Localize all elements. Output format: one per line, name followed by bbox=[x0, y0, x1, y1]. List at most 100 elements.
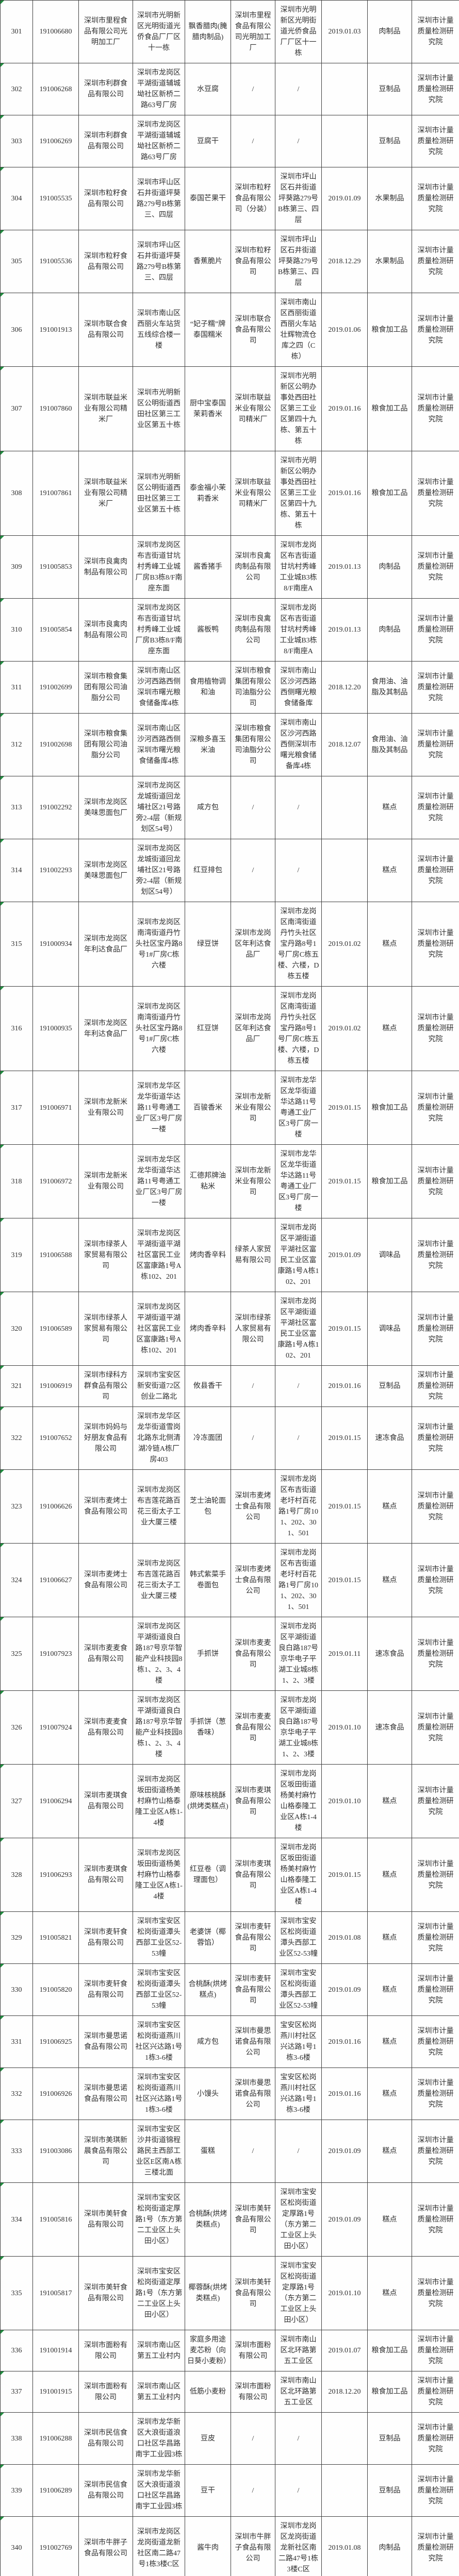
sample-id-cell: 191006588 bbox=[32, 1218, 79, 1292]
food-category-cell: 肉制品 bbox=[367, 598, 412, 662]
cell-text: 191002769 bbox=[39, 2544, 72, 2552]
row-number: 301 bbox=[11, 28, 22, 36]
row-number: 330 bbox=[11, 1986, 22, 1994]
producer-name-cell: 深圳市良禽肉制品有限公司 bbox=[78, 535, 133, 599]
sampling-date-cell bbox=[321, 63, 368, 115]
cell-text: 酱香猪手 bbox=[193, 563, 222, 571]
producer-address-cell: 深圳市南山区第五工业村内 bbox=[133, 2330, 185, 2371]
cell-text: 芝士油轮面包 bbox=[190, 1497, 226, 1516]
seq-cell: 309 bbox=[0, 535, 33, 599]
cell-text: 深圳市龙岗区平湖街道平湖社区富民工业区富康路1号A栋102、201 bbox=[277, 1298, 319, 1360]
food-category-cell: 糕点 bbox=[367, 2067, 412, 2120]
producer-address-cell: 深圳市龙岗区布吉莲花路百花三街太子工业大厦三楼 bbox=[133, 1469, 185, 1544]
excel-flag-icon bbox=[1, 599, 4, 602]
sampled-unit-address-cell: 深圳市龙岗区平湖街道良白路187号京华电子平湖工业城8栋1、2、3楼 bbox=[275, 1617, 322, 1691]
cell-text: 粮食加工品 bbox=[371, 2347, 408, 2354]
producer-name-cell: 深圳市粮食集团有限公司油脂分公司 bbox=[78, 713, 133, 776]
cell-text: 深圳市计量质量检测研究院 bbox=[417, 247, 454, 276]
cell-text: 红豆卷（调理面包） bbox=[190, 1866, 226, 1884]
cell-text: 糕点 bbox=[382, 1934, 397, 1942]
producer-name-cell: 深圳市绿科方群食品有限公司 bbox=[78, 1365, 133, 1407]
cell-text: 速冻食品 bbox=[375, 1650, 404, 1658]
sampled-unit-address-cell: 深圳市龙岗区平湖街道平湖社区富民工业区富康路1号A栋102、201 bbox=[275, 1218, 322, 1292]
cell-text: 2019.01.09 bbox=[328, 2215, 361, 2224]
cell-text: 2019.01.15 bbox=[328, 1871, 361, 1879]
cell-text: 豆制品 bbox=[379, 137, 401, 145]
seq-cell: 321 bbox=[0, 1365, 33, 1407]
testing-agency-cell: 深圳市计量质量检测研究院 bbox=[412, 1617, 459, 1691]
sample-id-cell: 191006294 bbox=[32, 1764, 79, 1838]
producer-name-cell: 深圳市牛胖子食品有限公司 bbox=[78, 2516, 133, 2576]
sampled-unit-address-cell: 深圳市龙岗区南湾街道丹竹头社区宝丹路8号1号厂房C栋五楼、六楼，D栋五楼 bbox=[275, 986, 322, 1071]
cell-text: 深圳市龙岗区坂田街道杨美村麻竹山格泰隆工业区A栋1-4楼 bbox=[135, 1849, 183, 1901]
table-row: 338 191006288 深圳市民信食品有限公司 深圳市龙华新区大浪街道浪口社区华昌… bbox=[0, 2412, 459, 2465]
sampling-date-cell: 2019.01.15 bbox=[321, 1144, 368, 1218]
cell-text: 深圳市龙华区龙华街道华达路11号粤通工业厂区3号厂房一楼 bbox=[135, 1082, 183, 1133]
seq-cell: 325 bbox=[0, 1617, 33, 1691]
cell-text: 泰金福小茉莉香米 bbox=[190, 484, 226, 503]
testing-agency-cell: 深圳市计量质量检测研究院 bbox=[412, 2256, 459, 2330]
food-name-cell: 汇德邦牌油粘米 bbox=[185, 1144, 231, 1218]
cell-text: 深圳市麦轩食品有限公司 bbox=[235, 1923, 271, 1953]
cell-text: 深圳市坪山区石井街道坪葵路279号B栋第三、四层 bbox=[136, 241, 182, 282]
cell-text: 深圳市麦烤士食品有限公司 bbox=[84, 1571, 127, 1589]
cell-text: 191005854 bbox=[39, 626, 72, 634]
cell-text: 深圳市龙岗区布吉莲花路百花三街太子工业大厦三楼 bbox=[137, 1486, 181, 1527]
cell-text: 深圳市宝安区松岗街道燕川社区兴达路1号1栋3-6楼 bbox=[135, 2074, 183, 2114]
testing-agency-cell: 深圳市计量质量检测研究院 bbox=[412, 713, 459, 776]
producer-address-cell: 深圳市龙岗区布吉街道甘坑村秀峰工业城厂房B3栋8/F南座东面 bbox=[133, 535, 185, 599]
seq-cell: 340 bbox=[0, 2516, 33, 2576]
cell-text: 糕点 bbox=[382, 804, 397, 811]
sampled-unit-address-cell: 深圳市南山区西丽街道西丽火车站壮辉物流仓库之四（C栋） bbox=[275, 293, 322, 367]
seq-cell: 319 bbox=[0, 1218, 33, 1292]
cell-text: 深圳市龙岗区龙岗街道龙新社区南二路47号1栋3楼C区 bbox=[137, 2528, 181, 2568]
cell-text: 2019.01.15 bbox=[328, 1177, 361, 1185]
producer-address-cell: 深圳市龙岗区平湖街道辅城坳社区新桥二路63号厂房 bbox=[133, 63, 185, 115]
sample-id-cell: 191006268 bbox=[32, 63, 79, 115]
sampled-unit-name-cell: 深圳市面粉有限公司 bbox=[231, 2371, 275, 2413]
cell-text: 191007860 bbox=[39, 405, 72, 413]
row-number: 338 bbox=[11, 2434, 22, 2443]
food-category-cell: 豆制品 bbox=[367, 115, 412, 167]
cell-text: 低筋小麦粉 bbox=[190, 2388, 226, 2396]
cell-text: 深圳市南山区沙河西路西侧曙光粮食储备库 bbox=[280, 667, 317, 707]
excel-flag-icon bbox=[1, 776, 4, 780]
cell-text: 手抓饼 bbox=[197, 1650, 219, 1658]
food-name-cell: 低筋小麦粉 bbox=[185, 2371, 231, 2413]
excel-flag-icon bbox=[1, 63, 4, 67]
excel-flag-icon bbox=[1, 1366, 4, 1369]
cell-text: / bbox=[297, 2147, 300, 2155]
cell-text: 深圳市计量质量检测研究院 bbox=[417, 2205, 454, 2234]
food-category-cell: 豆制品 bbox=[367, 63, 412, 115]
table-row: 312 191002698 深圳市粮食集团有限公司油脂分公司 深圳市南山区沙河西路西侧… bbox=[0, 713, 459, 776]
food-name-cell: 香蕉脆片 bbox=[185, 230, 231, 293]
sampling-date-cell: 2019.01.02 bbox=[321, 902, 368, 987]
producer-name-cell: 深圳市美琪新晨食品有限公司 bbox=[78, 2120, 133, 2183]
cell-text: 深圳市粮食集团有限公司油脂分公司 bbox=[84, 730, 127, 759]
cell-text: 糕点 bbox=[382, 940, 397, 948]
cell-text: 糕点 bbox=[382, 1871, 397, 1879]
food-name-cell: 椰蓉酥(烘烤类糕点) bbox=[185, 2256, 231, 2330]
cell-text: 深圳市龙岗区布吉街道老圩村百花路1号厂房101、202、301、501 bbox=[278, 1476, 318, 1537]
producer-address-cell: 深圳市龙岗区坂田街道杨美村麻竹山格泰隆工业区A栋1-4楼 bbox=[133, 1838, 185, 1912]
row-number: 336 bbox=[11, 2347, 22, 2354]
row-number: 337 bbox=[11, 2388, 22, 2396]
cell-text: 深圳市宝安区沙井街道锦程路民主西部工业区E区南A栋三楼北面 bbox=[136, 2126, 182, 2177]
producer-address-cell: 深圳市南山区沙河西路西侧深圳市曙光粮食储备库4栋 bbox=[133, 713, 185, 776]
sampled-unit-address-cell: 宝安区松岗燕川村社区兴达路1号1栋3-6楼 bbox=[275, 2067, 322, 2120]
excel-flag-icon bbox=[1, 1691, 4, 1694]
cell-text: / bbox=[252, 804, 254, 811]
producer-address-cell: 深圳市龙岗区平湖街道良白路187号京华智能产业科技园8栋1、2、3、4楼 bbox=[133, 1690, 185, 1765]
cell-text: 深圳市龙华新区大浪街道浪口社区华昌路南宇工业园3栋 bbox=[135, 2418, 183, 2459]
sample-id-cell: 191007860 bbox=[32, 366, 79, 451]
food-name-cell: 豆皮 bbox=[185, 2412, 231, 2465]
cell-text: 椰蓉酥(烘烤类糕点) bbox=[188, 2284, 227, 2302]
seq-cell: 337 bbox=[0, 2371, 33, 2413]
cell-text: 深圳市计量质量检测研究院 bbox=[417, 74, 454, 104]
sampled-unit-name-cell: 深圳市美轩食品有限公司 bbox=[231, 2182, 275, 2257]
food-category-cell: 糕点 bbox=[367, 1911, 412, 1964]
cell-text: 191005816 bbox=[39, 2215, 72, 2224]
cell-text: 泰国芒果干 bbox=[190, 195, 226, 202]
excel-flag-icon bbox=[1, 2257, 4, 2260]
cell-text: 深圳市龙岗区坂田街道杨美村麻竹山格泰隆工业区A栋1-4楼 bbox=[135, 1775, 183, 1827]
